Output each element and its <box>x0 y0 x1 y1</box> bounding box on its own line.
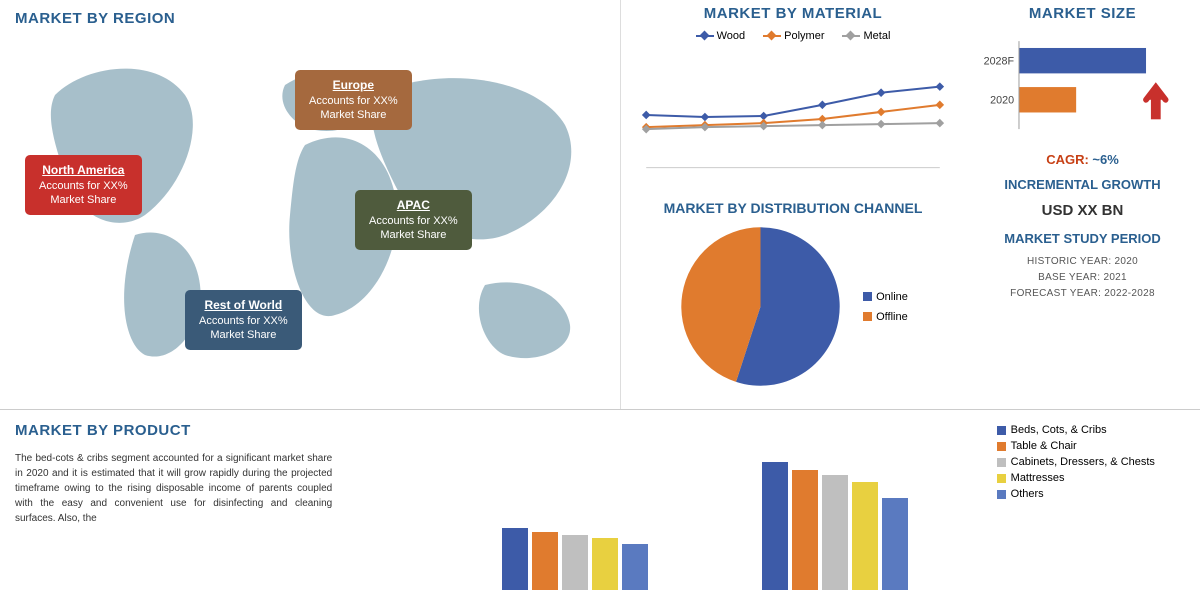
pie-legend-item: Online <box>863 291 908 303</box>
bar <box>592 538 618 590</box>
region-box: Rest of World Accounts for XX%Market Sha… <box>185 290 302 350</box>
bar <box>502 528 528 590</box>
product-legend-label: Table & Chair <box>1011 440 1077 452</box>
study-title: MARKET STUDY PERIOD <box>975 231 1190 246</box>
cagr-label: CAGR: <box>1046 152 1089 167</box>
growth-value: USD XX BN <box>975 202 1190 219</box>
pie-legend-label: Offline <box>876 311 908 323</box>
product-text-block: MARKET BY PRODUCT The bed-cots & cribs s… <box>15 420 352 590</box>
line-chart <box>631 47 955 187</box>
region-name: Europe <box>309 78 398 94</box>
region-name: APAC <box>369 198 458 214</box>
legend-label: Metal <box>863 30 890 42</box>
region-title: MARKET BY REGION <box>15 10 605 27</box>
top-section: MARKET BY REGION North America Accounts … <box>0 0 1200 410</box>
size-bar-chart: 2028F 2020 <box>975 35 1190 145</box>
region-box: APAC Accounts for XX%Market Share <box>355 190 472 250</box>
bar <box>822 475 848 590</box>
infographic-root: MARKET BY REGION North America Accounts … <box>0 0 1200 600</box>
region-box: North America Accounts for XX%Market Sha… <box>25 155 142 215</box>
legend-item: Polymer <box>763 30 824 42</box>
bar <box>882 498 908 590</box>
bar <box>532 532 558 590</box>
study-lines: HISTORIC YEAR: 2020BASE YEAR: 2021FORECA… <box>975 254 1190 302</box>
region-share: Accounts for XX%Market Share <box>309 94 398 123</box>
region-share: Accounts for XX%Market Share <box>39 179 128 208</box>
bar <box>562 535 588 590</box>
pie-chart <box>678 224 843 389</box>
material-legend: Wood Polymer Metal <box>631 30 955 42</box>
product-legend: Beds, Cots, & Cribs Table & Chair Cabinets… <box>987 420 1185 590</box>
legend-label: Wood <box>717 30 746 42</box>
growth-title: INCREMENTAL GROWTH <box>975 177 1190 192</box>
region-share: Accounts for XX%Market Share <box>199 314 288 343</box>
product-legend-item: Cabinets, Dressers, & Chests <box>997 456 1185 468</box>
region-box: Europe Accounts for XX%Market Share <box>295 70 412 130</box>
product-legend-label: Mattresses <box>1011 472 1065 484</box>
product-bar-chart <box>352 420 986 590</box>
product-legend-label: Others <box>1011 488 1044 500</box>
bar <box>852 482 878 590</box>
world-map: North America Accounts for XX%Market Sha… <box>15 35 605 375</box>
region-name: Rest of World <box>199 298 288 314</box>
region-share: Accounts for XX%Market Share <box>369 214 458 243</box>
cagr-line: CAGR: ~6% <box>975 152 1190 167</box>
bar-group <box>502 450 648 590</box>
svg-text:2028F: 2028F <box>984 56 1015 68</box>
size-panel: MARKET SIZE 2028F 2020 CAGR: ~6% INCREMEN… <box>965 0 1200 409</box>
bar <box>792 470 818 590</box>
bar-group <box>762 450 908 590</box>
size-title: MARKET SIZE <box>975 5 1190 22</box>
material-panel: MARKET BY MATERIAL Wood Polymer Metal MA… <box>620 0 965 409</box>
legend-label: Polymer <box>784 30 824 42</box>
bar <box>762 462 788 590</box>
legend-item: Metal <box>842 30 890 42</box>
product-description: The bed-cots & cribs segment accounted f… <box>15 451 332 526</box>
product-legend-item: Mattresses <box>997 472 1185 484</box>
bar <box>622 544 648 590</box>
product-legend-item: Beds, Cots, & Cribs <box>997 424 1185 436</box>
svg-text:2020: 2020 <box>990 95 1014 107</box>
pie-area: Online Offline <box>631 224 955 389</box>
pie-legend-label: Online <box>876 291 908 303</box>
region-panel: MARKET BY REGION North America Accounts … <box>0 0 620 409</box>
legend-item: Wood <box>696 30 746 42</box>
product-title: MARKET BY PRODUCT <box>15 420 332 443</box>
product-legend-item: Table & Chair <box>997 440 1185 452</box>
pie-legend: Online Offline <box>863 283 908 331</box>
pie-legend-item: Offline <box>863 311 908 323</box>
cagr-value: ~6% <box>1092 152 1118 167</box>
product-section: MARKET BY PRODUCT The bed-cots & cribs s… <box>0 410 1200 600</box>
distribution-title: MARKET BY DISTRIBUTION CHANNEL <box>631 200 955 216</box>
material-title: MARKET BY MATERIAL <box>631 5 955 22</box>
region-name: North America <box>39 163 128 179</box>
product-legend-label: Cabinets, Dressers, & Chests <box>1011 456 1155 468</box>
product-legend-label: Beds, Cots, & Cribs <box>1011 424 1107 436</box>
product-legend-item: Others <box>997 488 1185 500</box>
